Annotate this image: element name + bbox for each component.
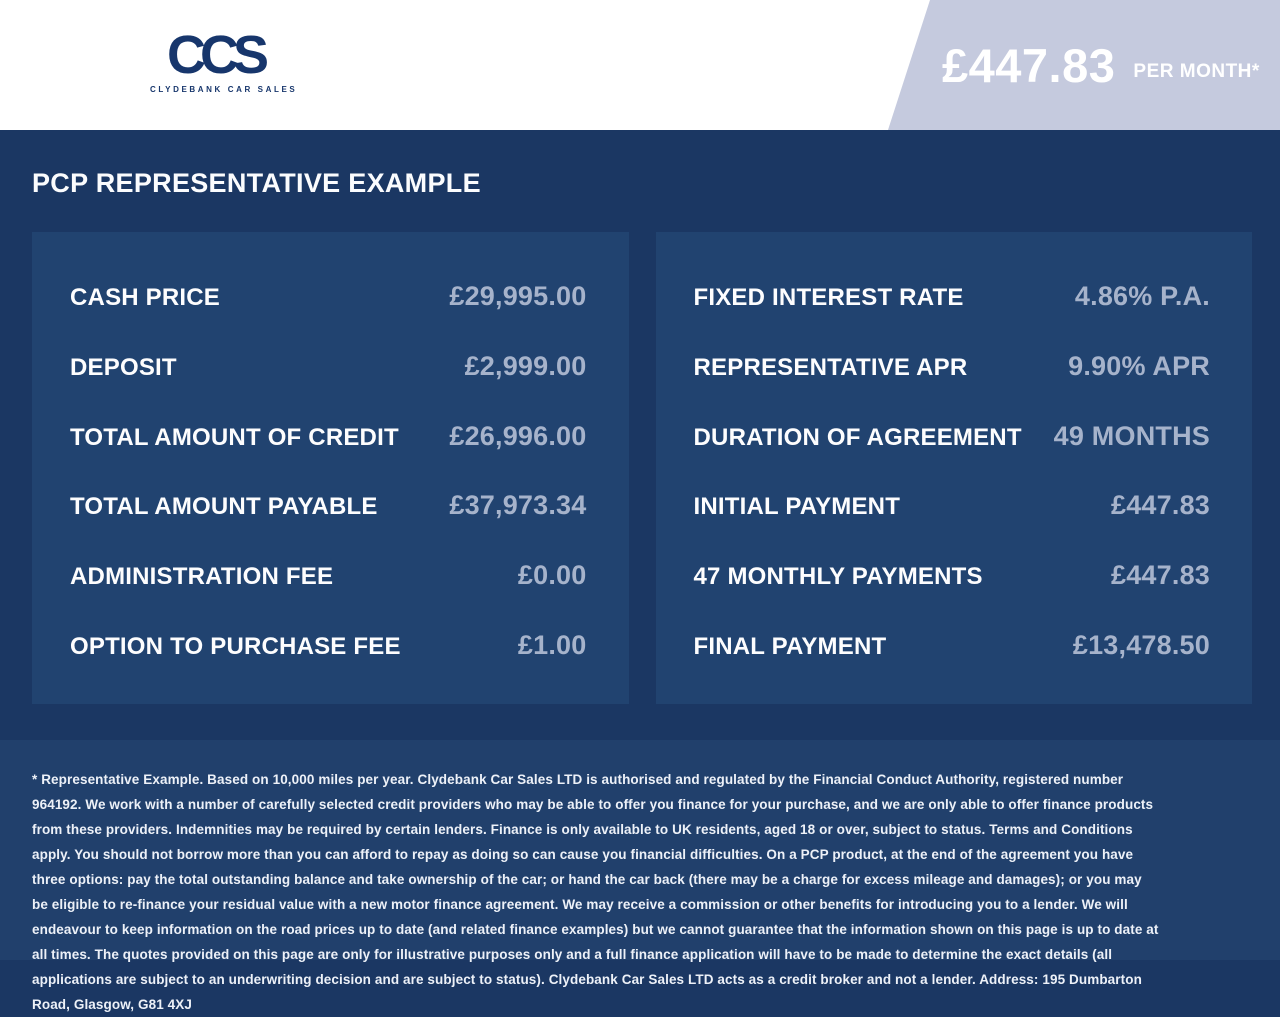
row-value: £0.00 <box>517 559 587 590</box>
table-row: TOTAL AMOUNT PAYABLE £37,973.34 <box>70 490 587 521</box>
finance-panel-terms: FIXED INTEREST RATE 4.86% P.A. REPRESENT… <box>655 232 1252 704</box>
row-value: 49 MONTHS <box>1053 420 1210 451</box>
table-row: 47 MONTHLY PAYMENTS £447.83 <box>694 560 1211 591</box>
table-row: OPTION TO PURCHASE FEE £1.00 <box>70 630 587 661</box>
table-row: CASH PRICE £29,995.00 <box>70 281 587 312</box>
row-label: DEPOSIT <box>70 353 177 381</box>
row-value: £13,478.50 <box>1072 629 1210 660</box>
row-label: 47 MONTHLY PAYMENTS <box>693 562 983 590</box>
row-value: £26,996.00 <box>449 420 587 451</box>
row-label: FINAL PAYMENT <box>693 632 887 660</box>
monthly-price-amount: £447.83 <box>942 38 1116 92</box>
row-label: ADMINISTRATION FEE <box>70 562 334 590</box>
row-value: 9.90% APR <box>1068 350 1210 381</box>
brand-logo: CCS CLYDEBANK CAR SALES <box>150 25 298 94</box>
finance-panel-costs: CASH PRICE £29,995.00 DEPOSIT £2,999.00 … <box>32 232 629 704</box>
row-label: FIXED INTEREST RATE <box>693 284 964 312</box>
table-row: ADMINISTRATION FEE £0.00 <box>70 560 587 591</box>
monthly-price-banner: £447.83 PER MONTH* <box>888 0 1280 130</box>
finance-panels: CASH PRICE £29,995.00 DEPOSIT £2,999.00 … <box>0 232 1280 704</box>
row-value: £1.00 <box>517 629 587 660</box>
header: CCS CLYDEBANK CAR SALES £447.83 PER MONT… <box>0 0 1280 130</box>
table-row: TOTAL AMOUNT OF CREDIT £26,996.00 <box>70 421 587 452</box>
main-content: PCP REPRESENTATIVE EXAMPLE CASH PRICE £2… <box>0 130 1280 740</box>
row-label: REPRESENTATIVE APR <box>693 353 968 381</box>
disclaimer-text: * Representative Example. Based on 10,00… <box>32 772 1159 1012</box>
row-label: CASH PRICE <box>70 284 221 312</box>
footer: * Representative Example. Based on 10,00… <box>0 740 1280 1012</box>
table-row: REPRESENTATIVE APR 9.90% APR <box>694 351 1211 382</box>
brand-logo-subtext: CLYDEBANK CAR SALES <box>150 85 298 94</box>
row-value: £447.83 <box>1111 490 1210 521</box>
table-row: FINAL PAYMENT £13,478.50 <box>694 630 1211 661</box>
row-value: £447.83 <box>1111 559 1210 590</box>
page-title: PCP REPRESENTATIVE EXAMPLE <box>32 168 481 198</box>
table-row: DURATION OF AGREEMENT 49 MONTHS <box>694 421 1211 452</box>
row-label: OPTION TO PURCHASE FEE <box>70 632 401 660</box>
table-row: DEPOSIT £2,999.00 <box>70 351 587 382</box>
row-label: TOTAL AMOUNT PAYABLE <box>70 493 378 521</box>
monthly-price-period: PER MONTH* <box>1133 61 1260 82</box>
row-value: £37,973.34 <box>449 490 587 521</box>
table-row: INITIAL PAYMENT £447.83 <box>694 490 1211 521</box>
row-label: DURATION OF AGREEMENT <box>693 423 1022 451</box>
row-label: TOTAL AMOUNT OF CREDIT <box>70 423 399 451</box>
row-value: £29,995.00 <box>449 281 587 312</box>
table-row: FIXED INTEREST RATE 4.86% P.A. <box>694 281 1211 312</box>
brand-logo-text: CCS <box>166 25 269 85</box>
row-value: 4.86% P.A. <box>1074 281 1210 312</box>
row-label: INITIAL PAYMENT <box>693 493 901 521</box>
row-value: £2,999.00 <box>464 350 587 381</box>
